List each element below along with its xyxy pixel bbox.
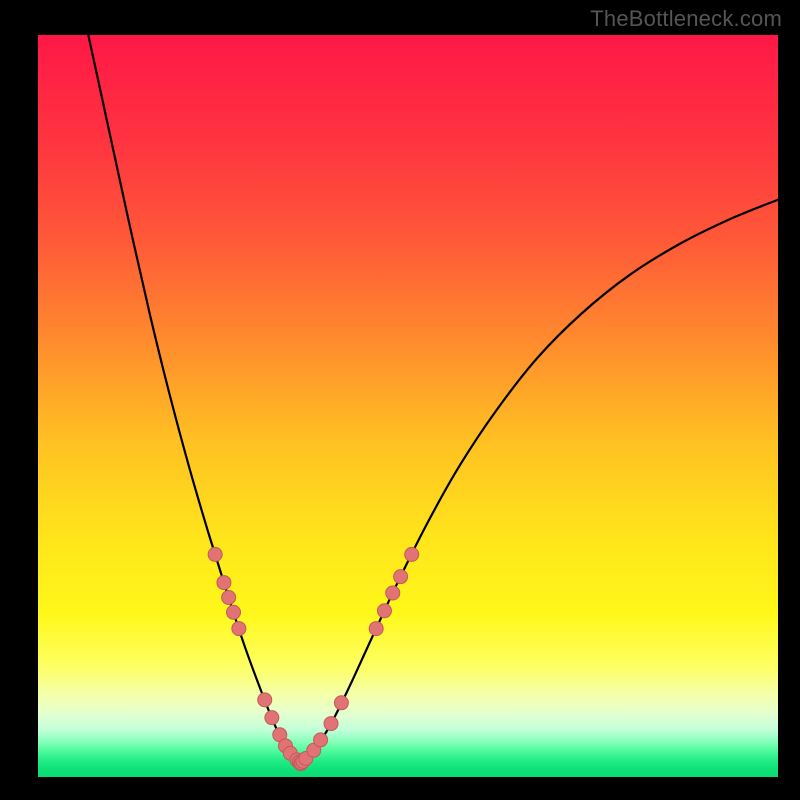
bottleneck-curve [88,35,778,764]
data-marker [386,586,400,600]
watermark-text: TheBottleneck.com [590,6,782,32]
curve-layer [38,35,778,777]
data-marker [265,711,279,725]
data-marker [324,717,338,731]
data-marker [334,696,348,710]
data-marker [405,547,419,561]
data-marker [217,576,231,590]
data-marker [222,590,236,604]
data-marker [258,693,272,707]
marker-group [208,547,419,770]
data-marker [377,604,391,618]
plot-area [38,35,778,777]
data-marker [227,605,241,619]
data-marker [369,622,383,636]
data-marker [314,733,328,747]
data-marker [394,570,408,584]
data-marker [208,547,222,561]
data-marker [232,622,246,636]
